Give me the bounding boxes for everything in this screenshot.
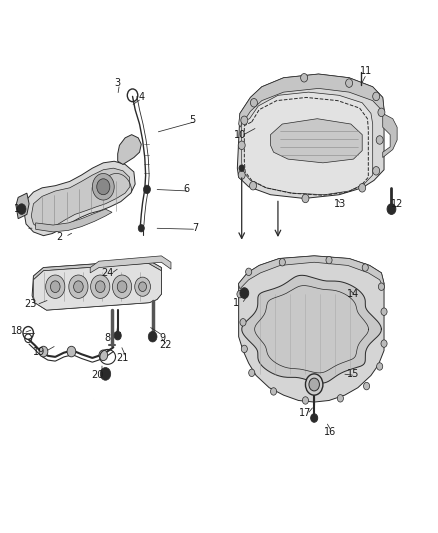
Polygon shape bbox=[239, 256, 384, 402]
Circle shape bbox=[271, 387, 277, 395]
Circle shape bbox=[359, 183, 366, 192]
Text: 22: 22 bbox=[159, 340, 172, 350]
Circle shape bbox=[364, 382, 370, 390]
Circle shape bbox=[114, 332, 121, 340]
Circle shape bbox=[238, 141, 245, 150]
Circle shape bbox=[117, 281, 127, 293]
Text: 7: 7 bbox=[192, 223, 198, 233]
Circle shape bbox=[39, 346, 48, 357]
Text: 1: 1 bbox=[233, 297, 239, 308]
Circle shape bbox=[138, 224, 145, 232]
Circle shape bbox=[387, 204, 396, 214]
Text: 18: 18 bbox=[11, 326, 23, 336]
Circle shape bbox=[279, 259, 286, 266]
Circle shape bbox=[251, 99, 258, 107]
Polygon shape bbox=[31, 168, 130, 228]
Circle shape bbox=[237, 290, 243, 298]
Circle shape bbox=[69, 275, 88, 298]
Circle shape bbox=[46, 275, 65, 298]
Circle shape bbox=[250, 181, 257, 190]
Polygon shape bbox=[271, 119, 362, 163]
Circle shape bbox=[309, 378, 319, 391]
Text: 11: 11 bbox=[360, 66, 373, 76]
Circle shape bbox=[144, 185, 150, 193]
Text: 19: 19 bbox=[33, 346, 45, 357]
Circle shape bbox=[346, 79, 353, 87]
Circle shape bbox=[17, 204, 26, 214]
Circle shape bbox=[139, 282, 147, 292]
Text: 10: 10 bbox=[234, 130, 246, 140]
Polygon shape bbox=[237, 74, 384, 198]
Circle shape bbox=[373, 92, 380, 101]
Circle shape bbox=[240, 288, 249, 298]
Circle shape bbox=[238, 171, 245, 179]
Text: 21: 21 bbox=[116, 353, 128, 363]
Circle shape bbox=[305, 374, 323, 395]
Text: 3: 3 bbox=[115, 78, 121, 88]
Polygon shape bbox=[33, 260, 161, 280]
Circle shape bbox=[302, 194, 309, 203]
Circle shape bbox=[239, 165, 244, 171]
Circle shape bbox=[97, 179, 110, 195]
Text: 4: 4 bbox=[138, 92, 145, 102]
Circle shape bbox=[95, 281, 105, 293]
Text: 1: 1 bbox=[14, 204, 20, 214]
Polygon shape bbox=[33, 263, 161, 310]
Polygon shape bbox=[16, 193, 29, 219]
Circle shape bbox=[100, 368, 111, 380]
Circle shape bbox=[135, 277, 150, 296]
Circle shape bbox=[91, 275, 110, 298]
Text: 16: 16 bbox=[324, 427, 336, 438]
Circle shape bbox=[311, 414, 318, 422]
Circle shape bbox=[378, 108, 385, 117]
Polygon shape bbox=[90, 256, 171, 273]
Text: 24: 24 bbox=[102, 268, 114, 278]
Polygon shape bbox=[383, 114, 397, 158]
Circle shape bbox=[67, 346, 76, 357]
Circle shape bbox=[99, 350, 108, 361]
Circle shape bbox=[326, 256, 332, 264]
Circle shape bbox=[381, 340, 387, 348]
Text: 13: 13 bbox=[334, 199, 346, 209]
Circle shape bbox=[246, 268, 252, 276]
Circle shape bbox=[249, 369, 255, 376]
Text: 23: 23 bbox=[24, 298, 36, 309]
Polygon shape bbox=[35, 209, 112, 232]
Circle shape bbox=[74, 281, 83, 293]
Text: 15: 15 bbox=[347, 369, 360, 379]
Circle shape bbox=[376, 136, 383, 144]
Circle shape bbox=[300, 74, 307, 82]
Circle shape bbox=[377, 363, 383, 370]
Circle shape bbox=[381, 308, 387, 316]
Circle shape bbox=[241, 345, 247, 353]
Polygon shape bbox=[242, 276, 381, 383]
Polygon shape bbox=[239, 256, 384, 289]
Circle shape bbox=[240, 319, 246, 326]
Text: 12: 12 bbox=[391, 199, 403, 209]
Circle shape bbox=[337, 394, 343, 402]
Text: 2: 2 bbox=[57, 232, 63, 243]
Circle shape bbox=[92, 173, 114, 200]
Polygon shape bbox=[25, 161, 135, 236]
Circle shape bbox=[362, 264, 368, 271]
Text: 5: 5 bbox=[190, 115, 196, 125]
Polygon shape bbox=[242, 92, 373, 195]
Circle shape bbox=[302, 397, 308, 404]
Text: 17: 17 bbox=[299, 408, 311, 418]
Polygon shape bbox=[239, 74, 384, 127]
Polygon shape bbox=[118, 135, 141, 165]
Circle shape bbox=[50, 281, 60, 293]
Text: 9: 9 bbox=[159, 333, 165, 343]
Circle shape bbox=[373, 166, 380, 175]
Circle shape bbox=[113, 275, 132, 298]
Polygon shape bbox=[32, 260, 161, 310]
Text: 8: 8 bbox=[105, 333, 111, 343]
Text: 14: 14 bbox=[347, 289, 360, 299]
Circle shape bbox=[148, 332, 157, 342]
Circle shape bbox=[378, 283, 385, 290]
Text: 6: 6 bbox=[183, 184, 189, 195]
Text: 20: 20 bbox=[92, 370, 104, 381]
Circle shape bbox=[241, 116, 248, 125]
